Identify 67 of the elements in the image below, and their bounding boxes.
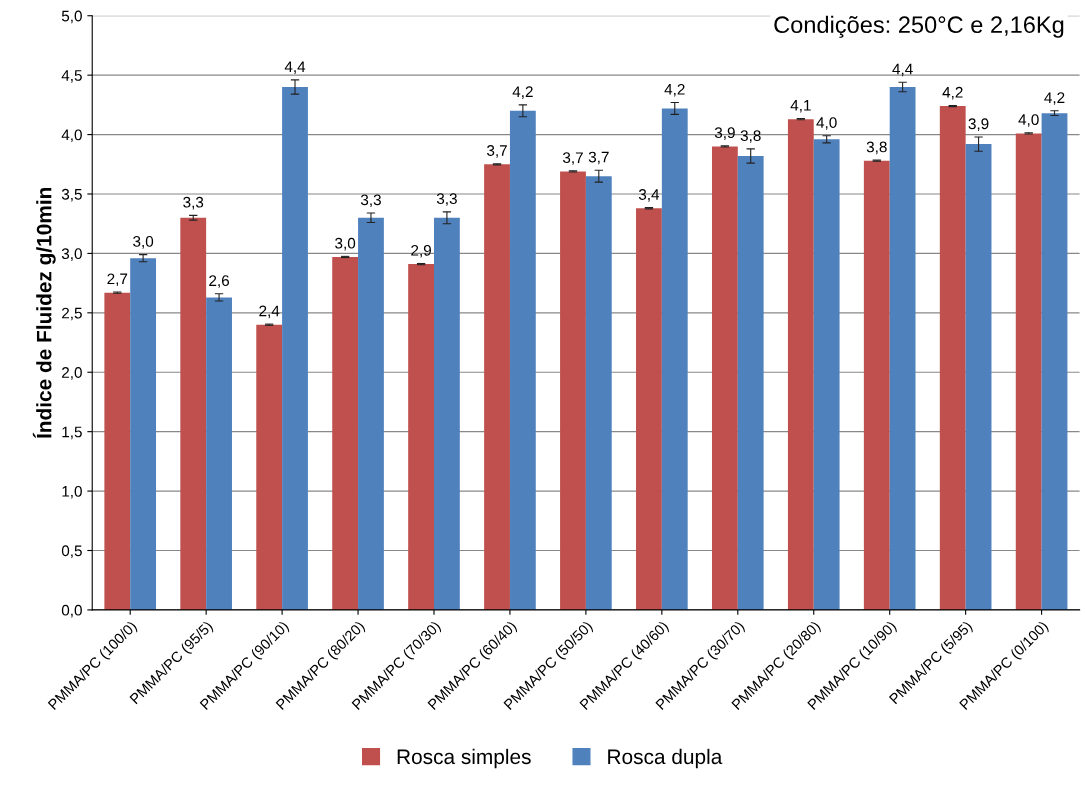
bar [408,264,434,610]
legend-label: Rosca simples [397,748,531,769]
bar [130,258,157,610]
data-label: 2,7 [107,273,128,287]
data-label: 4,0 [816,117,837,130]
y-tick-label: 2,5 [62,307,82,321]
bar [282,87,308,610]
data-label: 3,3 [436,193,457,206]
data-label: 2,6 [209,275,230,288]
data-label: 3,4 [638,189,660,202]
bar [813,139,840,610]
data-label: 4,4 [284,61,306,74]
data-label: 3,8 [866,141,887,155]
data-label: 2,4 [259,305,280,319]
bar [737,155,764,610]
data-label: 3,9 [714,127,735,140]
data-label: 3,0 [133,236,154,249]
bar [509,110,536,610]
data-label: 4,0 [1018,114,1039,127]
bar [661,108,688,610]
data-label: 4,1 [790,100,811,113]
y-tick-label: 3,0 [61,248,82,261]
data-label: 3,8 [740,130,761,143]
bar [332,256,359,610]
data-label: 2,9 [411,244,431,258]
data-label: 3,7 [487,145,507,158]
data-label: 4,2 [512,86,533,99]
data-label: 3,3 [360,194,381,208]
bar [1041,113,1068,610]
bar [358,217,384,610]
y-tick-label: 0,5 [61,545,82,558]
legend-label: Rosca dupla [608,748,723,769]
bar [180,217,207,610]
data-label: 3,7 [562,152,583,165]
y-tick-label: 4,0 [61,129,82,143]
data-label: 3,3 [183,196,204,210]
y-tick-label: 2,0 [62,367,82,380]
bar [636,208,662,610]
bar [560,171,586,610]
bar [787,119,814,610]
y-tick-label: 5,0 [61,10,82,24]
bar [206,297,232,610]
bar [434,217,460,610]
bar [484,164,510,610]
bar [965,144,992,610]
bar [256,324,283,610]
y-tick-label: 4,5 [61,70,82,83]
bar [585,176,612,610]
data-label: 4,2 [664,83,685,97]
bar [1015,133,1042,610]
bar [711,146,738,610]
y-tick-label: 1,0 [62,485,82,499]
data-label: 3,7 [588,151,609,165]
y-axis-title: Índice de Fluidez g/10min [32,187,56,438]
data-label: 3,0 [335,237,356,251]
bar [104,292,131,610]
y-tick-label: 1,5 [62,426,82,440]
y-tick-label: 0,0 [61,604,82,618]
bar [863,160,890,610]
data-label: 4,2 [1044,92,1065,105]
data-label: 4,4 [892,63,913,77]
bar [939,106,966,610]
bar [889,87,916,610]
y-tick-label: 3,5 [61,188,82,202]
data-label: 3,9 [968,118,989,131]
data-label: 4,2 [942,86,963,100]
annotation: Condições: 250°C e 2,16Kg [774,15,1064,38]
